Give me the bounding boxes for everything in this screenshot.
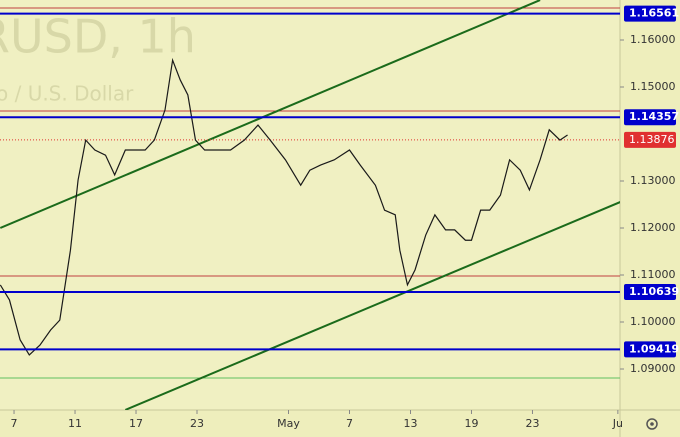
x-tick-label: Ju <box>612 417 623 430</box>
price-label: 1.13876 <box>629 133 675 146</box>
settings-icon[interactable] <box>646 418 658 430</box>
level-label: 1.14357 <box>629 110 679 123</box>
level-label-bg <box>624 5 676 22</box>
y-tick-label: 1.10000 <box>630 315 676 328</box>
y-tick-label: 1.15000 <box>630 80 676 93</box>
trend-line <box>0 0 541 229</box>
y-tick-label: 1.11000 <box>630 268 676 281</box>
plot-area <box>0 0 620 410</box>
level-label-bg <box>624 109 676 126</box>
watermark-subtitle: o / U.S. Dollar <box>0 82 134 106</box>
x-tick-label: 7 <box>11 417 18 430</box>
level-label: 1.16561 <box>629 7 679 20</box>
y-tick-label: 1.16000 <box>630 33 676 46</box>
level-label-bg <box>624 283 676 300</box>
x-tick-label: 13 <box>403 417 417 430</box>
y-tick-label: 1.13000 <box>630 174 676 187</box>
x-tick-label: 19 <box>464 417 478 430</box>
level-label-bg <box>624 341 676 358</box>
plot-layer <box>0 0 620 410</box>
x-tick-label: 17 <box>129 417 143 430</box>
watermark: RUSD, 1h <box>0 10 196 64</box>
x-tick-label: 7 <box>346 417 353 430</box>
x-tick-label: 23 <box>190 417 204 430</box>
x-tick-label: 23 <box>525 417 539 430</box>
x-tick-label: 11 <box>68 417 82 430</box>
y-tick-label: 1.09000 <box>630 362 676 375</box>
price-path <box>0 57 568 356</box>
price-label-bg <box>624 131 676 148</box>
trend-line <box>124 201 620 410</box>
x-tick-label: May <box>277 417 300 430</box>
y-tick-label: 1.12000 <box>630 221 676 234</box>
level-label: 1.10639 <box>629 285 679 298</box>
level-label: 1.09419 <box>629 342 679 355</box>
